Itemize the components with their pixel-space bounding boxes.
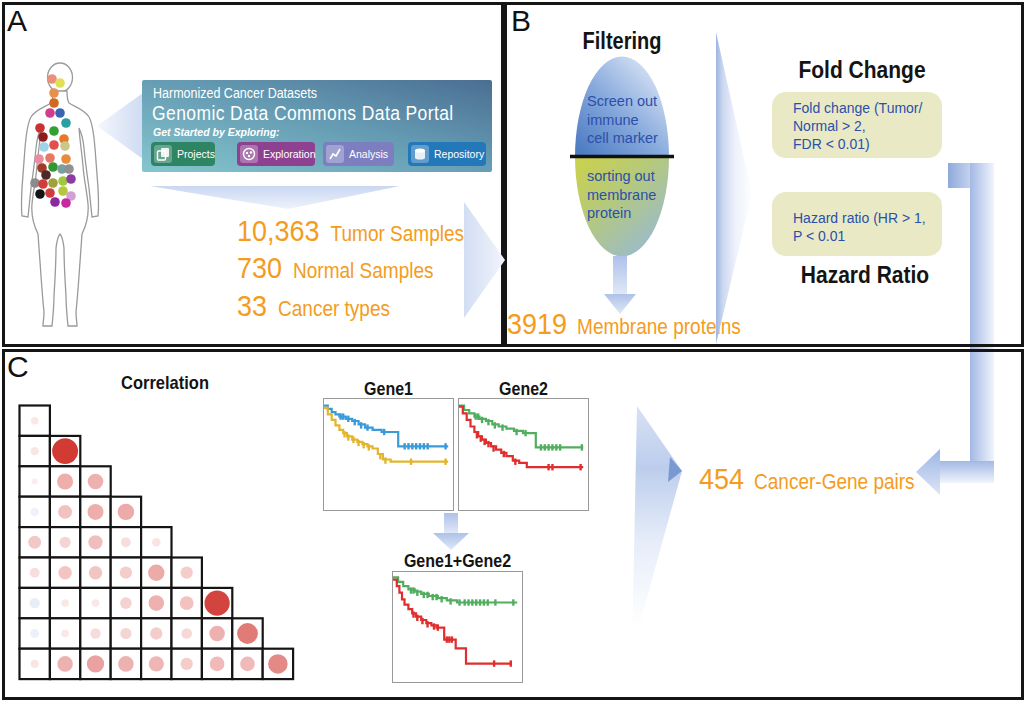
repository-label: Repository — [434, 148, 484, 160]
chevron-c — [626, 400, 688, 658]
fold-change-box: Fold change (Tumor/Normal > 2,FDR < 0.01… — [772, 92, 942, 158]
hazard-ratio-title: Hazard Ratio — [780, 261, 950, 289]
exploration-label: Exploration — [263, 148, 316, 160]
projects-label: Projects — [177, 148, 215, 160]
analysis-icon — [326, 145, 344, 163]
gene1-gene2-label: Gene1+Gene2 — [385, 552, 530, 572]
filter-ellipse — [570, 53, 674, 260]
correlation-title: Correlation — [85, 372, 245, 394]
stat-cancer-types: 33 Cancer types — [237, 289, 390, 324]
panel-b-label: B — [511, 6, 531, 36]
projects-icon — [154, 145, 172, 163]
exploration-button: Exploration — [237, 142, 315, 166]
chevron-b — [713, 28, 755, 348]
gene1-label: Gene1 — [323, 380, 454, 400]
arrow-genes-down — [431, 513, 471, 551]
membrane-proteins-result: 3919Membrane proteins — [507, 307, 741, 342]
normal-samples-value: 730 — [237, 251, 282, 285]
body-outline — [21, 91, 98, 326]
portal-subtitle: Harmonized Cancer Datasets — [153, 86, 317, 101]
gene2-km-plot — [458, 398, 589, 511]
arrow-a-to-b — [463, 200, 507, 320]
gdc-portal-screenshot: Harmonized Cancer Datasets Genomic Data … — [142, 80, 492, 172]
repository-button: Repository — [408, 142, 486, 166]
filtering-title: Filtering — [557, 28, 687, 54]
normal-samples-label: Normal Samples — [293, 259, 433, 283]
cancer-gene-pairs-result: 454 Cancer-Gene pairs — [699, 462, 915, 497]
gene2-label: Gene2 — [458, 380, 589, 400]
screen-out-text: Screen outimmunecell marker — [587, 92, 658, 148]
panel-c-label: C — [7, 352, 29, 382]
arrow-portal-to-stats — [148, 183, 402, 211]
figure-root: A B C Harmonized Cancer Datasets Genomic… — [0, 0, 1027, 704]
membrane-proteins-value: 3919 — [507, 307, 567, 341]
projects-button: Projects — [151, 142, 215, 166]
analysis-button: Analysis — [323, 142, 394, 166]
sorting-out-text: sorting outmembraneprotein — [587, 167, 656, 223]
tumor-samples-value: 10,363 — [237, 214, 320, 248]
hazard-ratio-box: Hazard ratio (HR > 1,P < 0.01 — [772, 192, 942, 256]
fold-change-title: Fold Change — [777, 56, 947, 84]
correlation-matrix — [18, 404, 296, 682]
portal-tagline: Get Started by Exploring: — [153, 126, 280, 138]
gene1-gene2-km-plot — [392, 571, 523, 683]
stat-normal-samples: 730 Normal Samples — [237, 251, 434, 286]
panel-a-label: A — [7, 6, 27, 36]
cancer-types-label: Cancer types — [278, 297, 390, 321]
analysis-label: Analysis — [349, 148, 388, 160]
stat-tumor-samples: 10,363 Tumor Samples — [237, 214, 464, 249]
exploration-icon — [240, 145, 258, 163]
cancer-types-value: 33 — [237, 289, 267, 323]
gene1-km-plot — [323, 398, 454, 511]
arrow-portal-to-body — [95, 88, 147, 164]
cancer-gene-pairs-label: Cancer-Gene pairs — [754, 470, 915, 494]
repository-icon — [411, 145, 429, 163]
portal-title: Genomic Data Commons Data Portal — [152, 101, 454, 126]
cancer-gene-pairs-value: 454 — [699, 462, 744, 496]
tumor-samples-label: Tumor Samples — [331, 222, 464, 246]
